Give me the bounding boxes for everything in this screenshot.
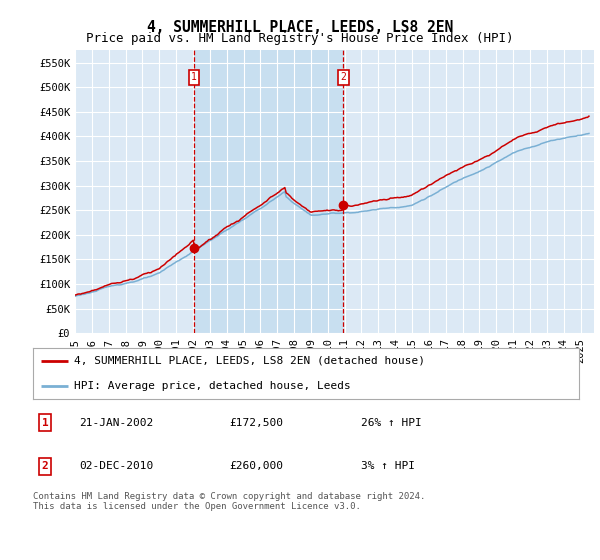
Text: £260,000: £260,000 — [230, 461, 284, 472]
Text: 4, SUMMERHILL PLACE, LEEDS, LS8 2EN: 4, SUMMERHILL PLACE, LEEDS, LS8 2EN — [147, 20, 453, 35]
Text: 4, SUMMERHILL PLACE, LEEDS, LS8 2EN (detached house): 4, SUMMERHILL PLACE, LEEDS, LS8 2EN (det… — [74, 356, 425, 366]
Text: 1: 1 — [191, 72, 197, 82]
Text: £172,500: £172,500 — [230, 418, 284, 427]
Text: 21-JAN-2002: 21-JAN-2002 — [79, 418, 154, 427]
Text: Price paid vs. HM Land Registry's House Price Index (HPI): Price paid vs. HM Land Registry's House … — [86, 32, 514, 45]
Text: HPI: Average price, detached house, Leeds: HPI: Average price, detached house, Leed… — [74, 381, 350, 391]
Bar — [194, 50, 343, 333]
Text: Contains HM Land Registry data © Crown copyright and database right 2024.
This d: Contains HM Land Registry data © Crown c… — [33, 492, 425, 511]
Text: 1: 1 — [41, 418, 49, 427]
Text: 3% ↑ HPI: 3% ↑ HPI — [361, 461, 415, 472]
Text: 2: 2 — [41, 461, 49, 472]
Text: 2: 2 — [340, 72, 346, 82]
Text: 26% ↑ HPI: 26% ↑ HPI — [361, 418, 421, 427]
Text: 02-DEC-2010: 02-DEC-2010 — [79, 461, 154, 472]
